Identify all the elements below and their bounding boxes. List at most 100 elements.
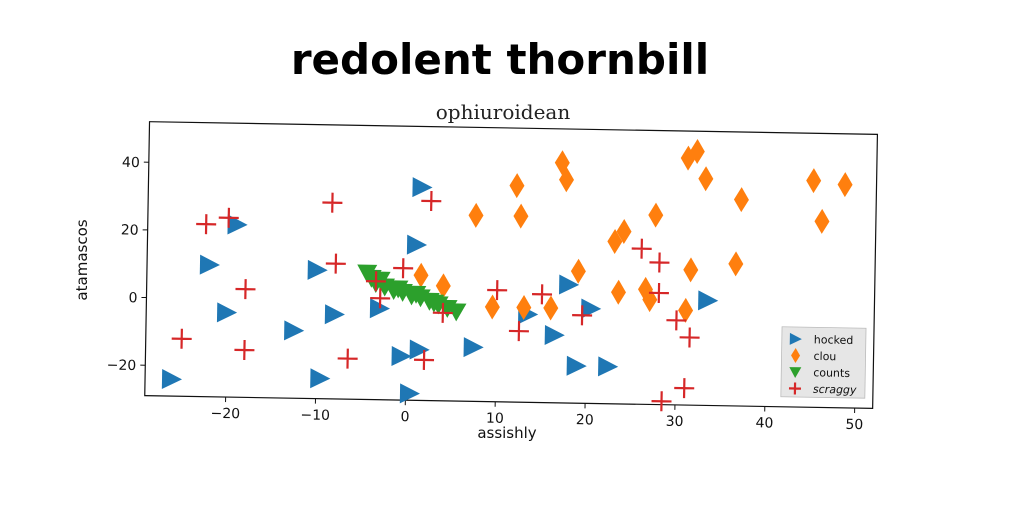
- scraggy-point: [508, 321, 529, 342]
- series-clou: [413, 139, 853, 323]
- hocked-point: [307, 259, 328, 280]
- y-tick-label: 20: [121, 222, 139, 238]
- hocked-point: [324, 304, 345, 325]
- clou-point: [698, 166, 714, 192]
- data-marks: [161, 139, 853, 412]
- clou-point: [806, 168, 822, 194]
- counts-point: [424, 294, 445, 313]
- legend-label: scraggy: [813, 383, 857, 397]
- hocked-point: [463, 337, 484, 358]
- x-tick-label: 20: [576, 412, 594, 428]
- clou-point: [678, 297, 694, 323]
- scraggy-point: [337, 348, 358, 369]
- scraggy-point: [631, 238, 652, 259]
- hocked-point: [391, 345, 412, 366]
- clou-point: [683, 257, 699, 283]
- scraggy-point: [666, 310, 687, 331]
- scraggy-point: [487, 280, 508, 301]
- hocked-point: [566, 355, 587, 376]
- clou-point: [814, 208, 830, 234]
- scraggy-point: [421, 191, 442, 212]
- axis-ticks: −20 −10 0 10 20 30 40 50 −20 0 20 40: [107, 155, 864, 433]
- clou-point: [435, 273, 451, 299]
- x-axis-label: assishly: [477, 424, 536, 442]
- hocked-point: [598, 356, 619, 377]
- clou-point: [543, 295, 559, 321]
- legend-swatch-clou: [791, 347, 801, 363]
- scraggy-point: [648, 282, 669, 303]
- clou-point: [513, 203, 529, 229]
- y-tick-label: −20: [107, 358, 137, 375]
- scraggy-point: [370, 288, 391, 309]
- clou-point: [637, 276, 653, 302]
- x-tick-label: 0: [400, 409, 409, 425]
- plot-frame: [144, 121, 879, 409]
- x-tick-label: −10: [300, 407, 330, 424]
- scraggy-point: [532, 284, 553, 305]
- clou-point: [610, 279, 626, 305]
- scraggy-point: [322, 192, 343, 213]
- y-axis-label: atamascos: [73, 219, 91, 300]
- legend-swatch-hocked: [789, 332, 802, 345]
- clou-point: [837, 172, 853, 198]
- clou-point: [733, 187, 749, 213]
- legend: hocked clou counts scraggy: [780, 326, 867, 399]
- clou-point: [413, 262, 429, 288]
- hocked-point: [161, 369, 183, 390]
- series-hocked: [161, 177, 719, 404]
- hocked-point: [227, 214, 248, 235]
- chart-subtitle: ophiuroidean: [436, 100, 571, 124]
- legend-label: hocked: [814, 333, 854, 347]
- scraggy-point: [414, 349, 435, 370]
- clou-point: [689, 139, 705, 165]
- counts-point: [388, 280, 409, 299]
- plot-area: −20 −10 0 10 20 30 40 50 −20 0 20 40 hocked clou coun…: [107, 121, 879, 433]
- legend-label: clou: [813, 350, 836, 363]
- hocked-point: [399, 383, 420, 404]
- hocked-point: [559, 274, 580, 295]
- scraggy-point: [679, 327, 700, 348]
- hocked-point: [412, 177, 433, 198]
- hocked-point: [284, 320, 305, 341]
- hocked-point: [310, 368, 331, 389]
- clou-point: [648, 202, 664, 228]
- scraggy-point: [325, 253, 346, 274]
- scraggy-point: [432, 302, 453, 323]
- scraggy-point: [218, 207, 239, 228]
- x-tick-label: 50: [845, 417, 863, 433]
- scraggy-point: [365, 271, 386, 292]
- clou-point: [616, 218, 632, 244]
- scraggy-point: [235, 279, 256, 300]
- x-tick-label: −20: [210, 406, 240, 423]
- clou-point: [559, 167, 575, 193]
- legend-label: counts: [813, 366, 850, 380]
- x-tick-label: 30: [666, 414, 684, 430]
- scraggy-point: [649, 252, 670, 273]
- counts-point: [406, 285, 427, 304]
- clou-point: [516, 295, 532, 321]
- hocked-point: [216, 302, 238, 323]
- clou-point: [570, 258, 586, 284]
- scraggy-point: [171, 328, 192, 349]
- scraggy-point: [674, 378, 695, 399]
- hocked-point: [581, 298, 602, 319]
- x-tick-label: 10: [486, 411, 504, 427]
- scraggy-point: [572, 305, 593, 326]
- clou-point: [468, 202, 484, 228]
- hocked-point: [698, 290, 719, 311]
- hocked-point: [199, 254, 220, 275]
- scraggy-point: [196, 214, 217, 235]
- scraggy-point: [651, 391, 672, 412]
- legend-swatch-scraggy: [788, 382, 801, 395]
- clou-point: [607, 228, 623, 254]
- legend-swatch-counts: [789, 367, 802, 378]
- y-tick-label: 0: [128, 290, 137, 306]
- scraggy-point: [234, 340, 255, 361]
- clou-point: [509, 173, 525, 199]
- hocked-point: [409, 339, 430, 360]
- clou-point: [484, 294, 500, 320]
- legend-box: [780, 326, 867, 399]
- clou-point: [554, 150, 570, 176]
- counts-point: [446, 303, 467, 322]
